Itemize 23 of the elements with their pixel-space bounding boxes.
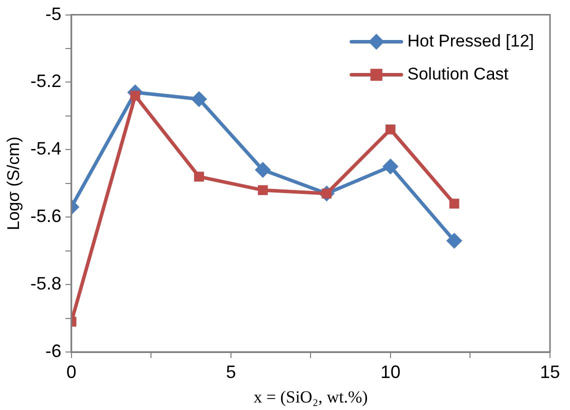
x-tick-label: 10	[380, 362, 400, 382]
legend-label: Hot Pressed [12]	[407, 31, 534, 50]
point	[130, 90, 140, 101]
point	[191, 91, 208, 108]
x-tick-label: 0	[66, 362, 76, 382]
point	[449, 198, 460, 209]
point	[446, 232, 462, 249]
x-tick-label: 5	[226, 362, 236, 382]
y-tick-label: -5	[45, 4, 62, 24]
y-axis-title: Logσ (S/cm)	[4, 136, 23, 230]
x-axis-title: x = (SiO₂, wt.%)	[254, 387, 368, 406]
y-tick-label: -5.8	[30, 274, 62, 294]
point	[386, 124, 396, 134]
point	[194, 172, 204, 182]
y-tick-label: -5.6	[30, 206, 62, 226]
y-tick-label: -6	[45, 340, 62, 361]
point	[254, 162, 271, 178]
y-tick-label: -5.4	[30, 138, 62, 159]
y-tick-label: -5.2	[30, 71, 62, 92]
point	[382, 158, 398, 175]
legend-label: Solution Cast	[407, 64, 509, 84]
x-tick-label: 15	[540, 362, 560, 382]
point	[258, 185, 268, 196]
